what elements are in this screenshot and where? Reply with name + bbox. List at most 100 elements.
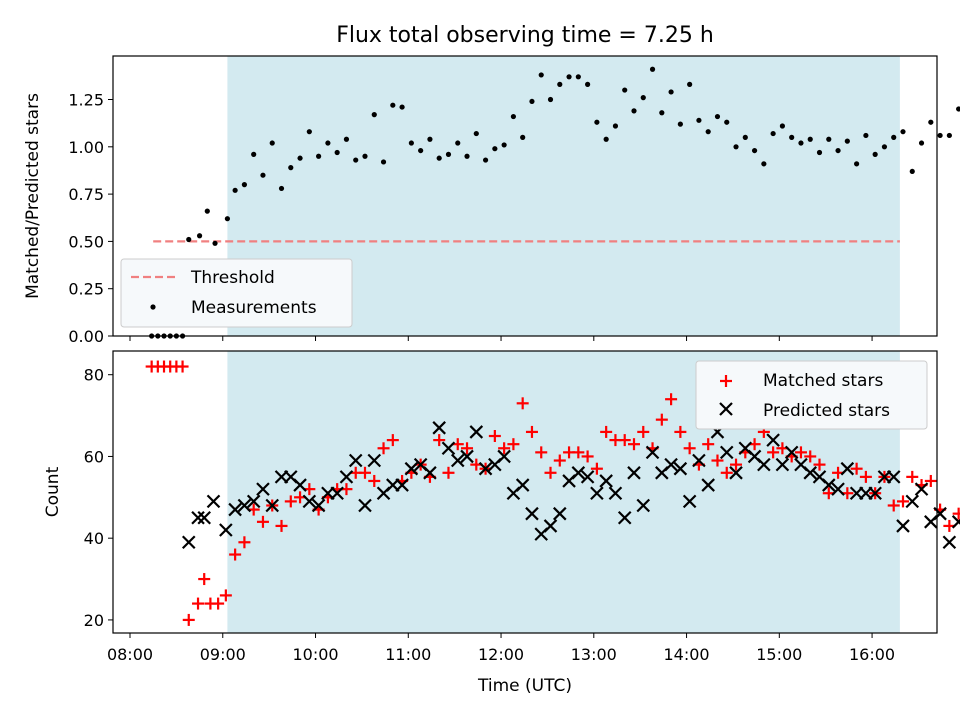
x-stroke [951, 518, 960, 529]
x-stroke [673, 461, 688, 476]
x-stroke [237, 498, 252, 513]
measurement-point [872, 151, 878, 157]
predicted-star-point [608, 486, 623, 501]
y-tick-label: 1.00 [68, 138, 104, 157]
matched-star-point [572, 446, 585, 459]
measurement-point [687, 81, 693, 87]
predicted-star-point [757, 457, 771, 472]
measurement-point [204, 208, 210, 214]
measurement-point [260, 172, 266, 178]
measurement-point [501, 142, 507, 148]
x-stroke [784, 445, 799, 460]
predicted-star-point [784, 445, 799, 460]
x-stroke [775, 457, 790, 472]
measurement-point [538, 72, 544, 78]
x-stroke [515, 478, 530, 492]
y-tick-label: 20 [84, 611, 104, 630]
x-stroke [729, 466, 743, 480]
matched-star-point [498, 442, 511, 455]
measurement-point [807, 136, 813, 142]
measurement-point [186, 236, 192, 243]
measurement-point [380, 159, 387, 165]
matched-star-point [525, 425, 538, 438]
matched-star-point [192, 597, 205, 610]
measurement-point [696, 117, 702, 123]
ratio-marks [149, 66, 960, 339]
matched-star-point [176, 360, 189, 373]
measurement-point [297, 155, 303, 161]
predicted-star-point [636, 498, 651, 513]
predicted-star-point [339, 470, 354, 484]
x-tick-label: 14:00 [663, 645, 709, 664]
matched-star-point [637, 425, 650, 438]
measurement-point [761, 161, 767, 167]
x-stroke [886, 470, 901, 484]
matched-star-point [859, 470, 872, 483]
x-stroke [599, 474, 613, 488]
measurement-point [900, 129, 906, 135]
x-stroke [580, 470, 595, 484]
matched-star-point [461, 442, 474, 455]
measurement-point [844, 138, 850, 144]
y-tick-label: 80 [84, 366, 104, 385]
y-tick-label: 0.00 [68, 327, 104, 346]
x-stroke [256, 482, 270, 496]
predicted-star-point [692, 453, 706, 468]
measurement-point [520, 134, 526, 140]
matched-star-point [720, 466, 733, 479]
measurement-point [742, 134, 748, 140]
x-stroke [543, 519, 558, 533]
measurement-point [909, 168, 915, 175]
matched-star-point [896, 495, 909, 508]
ratio-panel: Flux total observing time = 7.25 h 0.00 0… [23, 23, 960, 346]
y-axis-bottom: 20 40 60 80 [84, 366, 113, 630]
matched-star-point [544, 466, 557, 479]
predicted-star-point [840, 461, 855, 476]
matched-star-point [665, 393, 678, 406]
legend-top: Threshold Measurements [120, 258, 353, 328]
predicted-star-point [673, 461, 688, 476]
measurement-point [288, 165, 294, 171]
x-stroke [571, 466, 586, 480]
measurement-point [779, 123, 786, 129]
measurement-point [418, 147, 424, 154]
y-tick-label: 0.75 [68, 185, 104, 204]
measurement-point [362, 153, 368, 159]
x-stroke [608, 486, 623, 501]
measurement-point [325, 140, 331, 146]
x-stroke [432, 421, 446, 435]
predicted-star-point [302, 494, 317, 509]
matched-star-point [256, 515, 269, 528]
predicted-star-point [942, 535, 957, 550]
predicted-star-point [515, 478, 530, 492]
count-panel: 20 40 60 80 08:00 09:00 10:00 11:00 12:00 13:00 1… [43, 350, 960, 696]
x-tick-label: 11:00 [385, 645, 431, 664]
x-stroke [206, 494, 221, 509]
measurement-point [751, 147, 758, 154]
x-tick-label: 12:00 [478, 645, 524, 664]
matched-star-point [212, 597, 225, 610]
predicted-star-point [206, 494, 221, 509]
x-stroke [664, 457, 678, 472]
predicted-star-point [181, 535, 196, 550]
measurement-point [445, 151, 452, 157]
x-stroke [747, 449, 762, 464]
x-stroke [645, 445, 660, 460]
predicted-star-point [432, 421, 446, 435]
measurement-point [278, 185, 285, 192]
x-stroke [423, 466, 437, 480]
measurement-point [937, 132, 943, 139]
x-stroke [219, 523, 233, 537]
x-stroke [933, 506, 947, 521]
measurement-point [881, 144, 888, 150]
x-stroke [617, 510, 632, 525]
measurement-point [705, 129, 711, 135]
predicted-star-point [525, 506, 539, 521]
predicted-star-point [914, 482, 929, 496]
x-stroke [469, 425, 484, 439]
chart-title: Flux total observing time = 7.25 h [336, 23, 714, 48]
predicted-star-point [831, 482, 845, 496]
x-stroke [766, 433, 780, 447]
matched-star-point [516, 397, 529, 410]
x-tick-label: 16:00 [849, 645, 895, 664]
